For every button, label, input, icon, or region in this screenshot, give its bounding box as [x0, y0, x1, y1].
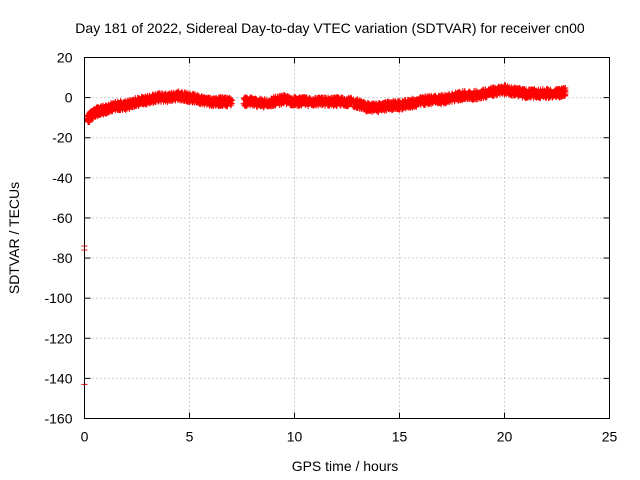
data-point [194, 91, 201, 98]
x-tick-label: 10 [287, 429, 303, 445]
data-points [81, 82, 569, 388]
y-tick-label: -60 [52, 210, 72, 226]
plot-frame [84, 57, 610, 419]
y-tick-label: 0 [65, 90, 73, 106]
x-tick-label: 25 [602, 429, 618, 445]
y-tick-label: 20 [57, 50, 73, 66]
x-tick-label: 15 [392, 429, 408, 445]
y-tick-label: -120 [44, 330, 72, 346]
x-tick-label: 20 [497, 429, 513, 445]
y-tick-label: -80 [52, 250, 72, 266]
y-tick-label: -140 [44, 370, 72, 386]
y-tick-label: -160 [44, 411, 72, 427]
y-tick-label: -40 [52, 170, 72, 186]
y-axis-label: SDTVAR / TECUs [6, 182, 22, 294]
data-point [228, 100, 235, 107]
data-point [228, 96, 235, 103]
x-axis-label: GPS time / hours [292, 458, 399, 474]
y-tick-labels: 20 0 -20 -40 -60 -80 -100 -120 -140 -160 [44, 50, 72, 427]
x-tick-labels: 0 5 10 15 20 25 [81, 429, 618, 445]
y-tick-label: -20 [52, 130, 72, 146]
x-tick-label: 0 [81, 429, 89, 445]
chart-title: Day 181 of 2022, Sidereal Day-to-day VTE… [75, 20, 585, 36]
y-tick-label: -100 [44, 290, 72, 306]
grid-lines [84, 57, 610, 419]
axis-ticks [84, 57, 610, 419]
x-tick-label: 5 [186, 429, 194, 445]
